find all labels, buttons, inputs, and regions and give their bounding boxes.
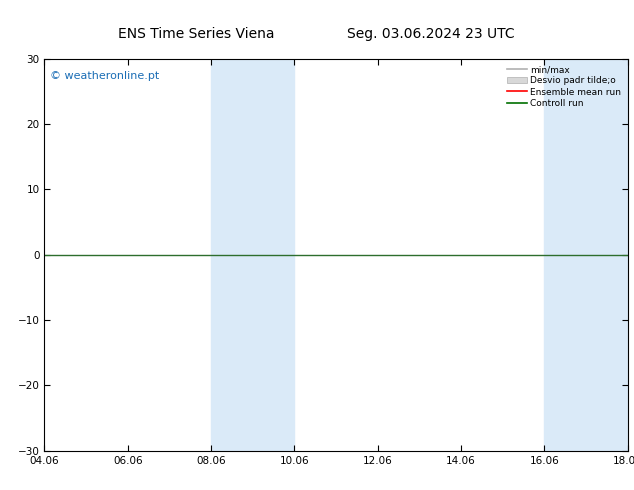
Bar: [545, 59, 628, 451]
Text: © weatheronline.pt: © weatheronline.pt: [50, 71, 160, 80]
Text: ENS Time Series Viena: ENS Time Series Viena: [119, 27, 275, 41]
Bar: [211, 59, 294, 451]
Text: Seg. 03.06.2024 23 UTC: Seg. 03.06.2024 23 UTC: [347, 27, 515, 41]
Legend: min/max, Desvio padr tilde;o, Ensemble mean run, Controll run: min/max, Desvio padr tilde;o, Ensemble m…: [505, 63, 623, 110]
